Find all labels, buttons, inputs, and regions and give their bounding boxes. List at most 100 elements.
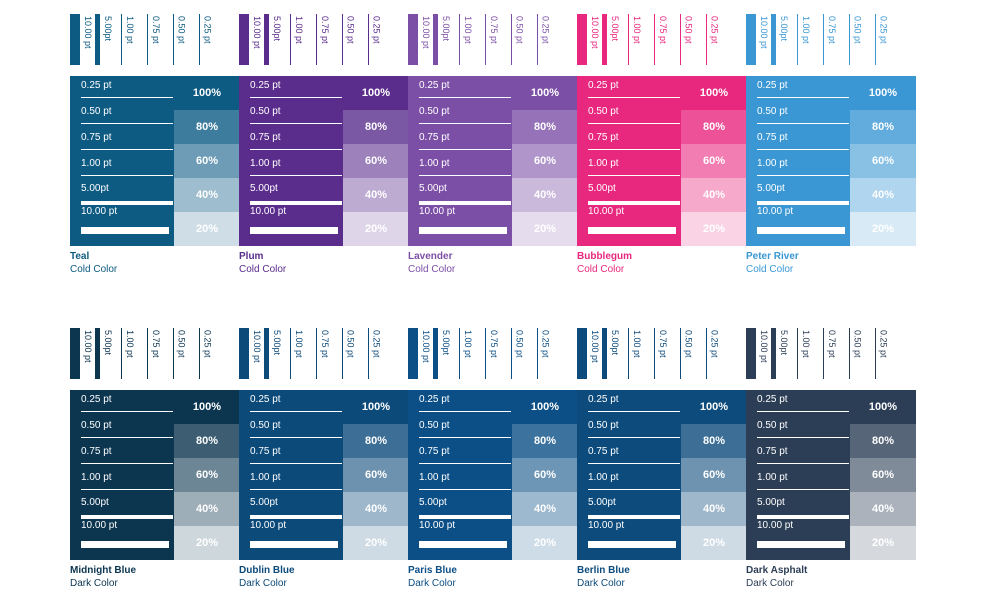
color-category: Dark Color bbox=[239, 578, 287, 589]
tint-percent-label: 20% bbox=[702, 537, 726, 549]
vertical-weight-label: 1.00 pt bbox=[125, 330, 135, 358]
color-name: Lavender bbox=[408, 251, 453, 262]
tint-column: 100% 80% 60% 40% 20% bbox=[174, 76, 240, 246]
line-weight-sample bbox=[419, 123, 511, 124]
line-weight-label: 10.00 pt bbox=[757, 206, 794, 217]
tint-percent-label: 80% bbox=[364, 121, 388, 133]
tint-percent-label: 100% bbox=[868, 401, 898, 413]
tint-swatch: 40% bbox=[512, 178, 578, 212]
line-weight-bars: 10.00 pt 5.00pt 1.00 pt 0.75 pt 0.50 pt 0.25 … bbox=[577, 328, 747, 390]
tint-swatch: 60% bbox=[512, 144, 578, 178]
tint-swatch: 20% bbox=[850, 212, 916, 246]
line-weight-bars: 10.00 pt 5.00pt 1.00 pt 0.75 pt 0.50 pt 0.25 … bbox=[746, 328, 916, 390]
vertical-weight-label: 0.50 pt bbox=[345, 330, 356, 358]
line-weight-label: 0.25 pt bbox=[757, 80, 788, 91]
vertical-weight-label: 10.00 pt bbox=[421, 16, 431, 49]
line-weight-sample bbox=[250, 123, 342, 124]
vertical-weight-bar bbox=[121, 14, 122, 65]
color-name: Berlin Blue bbox=[577, 565, 630, 576]
line-weight-label: 0.25 pt bbox=[588, 80, 619, 91]
tint-swatch: 40% bbox=[174, 492, 240, 526]
color-category: Dark Color bbox=[70, 578, 118, 589]
tint-swatch: 100% bbox=[850, 390, 916, 424]
tint-swatch: 100% bbox=[850, 76, 916, 110]
vertical-weight-bar bbox=[290, 14, 291, 65]
tint-percent-label: 60% bbox=[533, 155, 557, 167]
line-weight-sample bbox=[81, 489, 173, 491]
line-weight-sample bbox=[757, 201, 849, 205]
tint-swatch: 60% bbox=[681, 144, 747, 178]
line-weight-label: 5.00pt bbox=[81, 183, 109, 194]
line-weight-sample bbox=[81, 175, 173, 177]
tint-percent-label: 40% bbox=[364, 189, 388, 201]
tint-percent-label: 100% bbox=[868, 87, 898, 99]
tint-swatch: 100% bbox=[174, 390, 240, 424]
vertical-weight-bar bbox=[746, 328, 756, 379]
vertical-weight-label: 0.50 pt bbox=[683, 330, 694, 358]
line-weight-label: 5.00pt bbox=[757, 183, 785, 194]
vertical-weight-bar bbox=[628, 14, 629, 65]
tint-swatch: 100% bbox=[681, 76, 747, 110]
line-weight-label: 0.25 pt bbox=[419, 394, 450, 405]
color-swatch-card: 10.00 pt 5.00pt 1.00 pt 0.75 pt 0.50 pt 0.25 … bbox=[577, 328, 747, 589]
line-weight-sample bbox=[757, 515, 849, 519]
color-name: Midnight Blue bbox=[70, 565, 137, 576]
vertical-weight-label: 0.50 pt bbox=[176, 16, 187, 44]
color-panel: 0.25 pt 0.50 pt 0.75 pt 1.00 pt 5.00pt 10.00 … bbox=[239, 390, 409, 560]
vertical-weight-bar bbox=[511, 328, 512, 379]
line-weight-label: 1.00 pt bbox=[419, 158, 450, 169]
color-panel: 0.25 pt 0.50 pt 0.75 pt 1.00 pt 5.00pt 10.00 … bbox=[577, 76, 747, 246]
line-weight-sample bbox=[588, 515, 680, 519]
line-weight-sample bbox=[81, 437, 173, 438]
line-weight-label: 5.00pt bbox=[419, 183, 447, 194]
vertical-weight-label: 1.00 pt bbox=[463, 330, 473, 358]
line-weight-sample bbox=[81, 201, 173, 205]
tint-swatch: 60% bbox=[174, 144, 240, 178]
line-weight-label: 1.00 pt bbox=[588, 158, 619, 169]
line-weight-label: 0.75 pt bbox=[588, 446, 619, 457]
color-panel: 0.25 pt 0.50 pt 0.75 pt 1.00 pt 5.00pt 10.00 … bbox=[746, 76, 916, 246]
tint-swatch: 80% bbox=[512, 424, 578, 458]
color-name: Plum bbox=[239, 251, 264, 262]
vertical-weight-label: 5.00pt bbox=[441, 330, 451, 356]
tint-swatch: 20% bbox=[174, 526, 240, 560]
tint-percent-label: 60% bbox=[364, 155, 388, 167]
line-weight-sample bbox=[419, 437, 511, 438]
tint-percent-label: 20% bbox=[533, 537, 557, 549]
tint-percent-label: 40% bbox=[702, 503, 726, 515]
color-swatch-card: 10.00 pt 5.00pt 1.00 pt 0.75 pt 0.50 pt 0.25 … bbox=[239, 328, 409, 589]
vertical-weight-label: 0.75 pt bbox=[826, 16, 837, 44]
vertical-weight-bar bbox=[459, 328, 460, 379]
vertical-weight-bar bbox=[459, 14, 460, 65]
vertical-weight-label: 10.00 pt bbox=[590, 16, 600, 49]
tint-percent-label: 60% bbox=[364, 469, 388, 481]
line-weight-samples: 0.25 pt 0.50 pt 0.75 pt 1.00 pt 5.00pt 10.00 … bbox=[70, 76, 174, 246]
line-weight-samples: 0.25 pt 0.50 pt 0.75 pt 1.00 pt 5.00pt 10.00 … bbox=[408, 390, 512, 560]
vertical-weight-bar bbox=[602, 328, 607, 379]
line-weight-label: 1.00 pt bbox=[419, 472, 450, 483]
vertical-weight-label: 1.00 pt bbox=[801, 330, 811, 358]
tint-percent-label: 40% bbox=[195, 503, 219, 515]
tint-swatch: 80% bbox=[343, 424, 409, 458]
line-weight-label: 0.50 pt bbox=[419, 420, 450, 431]
vertical-weight-label: 0.25 pt bbox=[202, 330, 213, 358]
line-weight-label: 1.00 pt bbox=[250, 158, 281, 169]
tint-percent-label: 40% bbox=[195, 189, 219, 201]
line-weight-sample bbox=[757, 463, 849, 464]
tint-swatch: 80% bbox=[850, 424, 916, 458]
line-weight-samples: 0.25 pt 0.50 pt 0.75 pt 1.00 pt 5.00pt 10.00 … bbox=[577, 76, 681, 246]
color-panel: 0.25 pt 0.50 pt 0.75 pt 1.00 pt 5.00pt 10.00 … bbox=[70, 390, 240, 560]
tint-swatch: 80% bbox=[850, 110, 916, 144]
vertical-weight-label: 0.75 pt bbox=[826, 330, 837, 358]
vertical-weight-label: 10.00 pt bbox=[590, 330, 600, 363]
line-weight-sample bbox=[250, 149, 342, 150]
vertical-weight-label: 1.00 pt bbox=[294, 16, 304, 44]
line-weight-sample bbox=[250, 489, 342, 491]
tint-percent-label: 40% bbox=[364, 503, 388, 515]
line-weight-sample bbox=[757, 97, 849, 98]
vertical-weight-label: 0.50 pt bbox=[683, 16, 694, 44]
tint-swatch: 80% bbox=[174, 110, 240, 144]
vertical-weight-label: 5.00pt bbox=[441, 16, 451, 42]
tint-swatch: 100% bbox=[174, 76, 240, 110]
vertical-weight-label: 5.00pt bbox=[103, 16, 113, 42]
